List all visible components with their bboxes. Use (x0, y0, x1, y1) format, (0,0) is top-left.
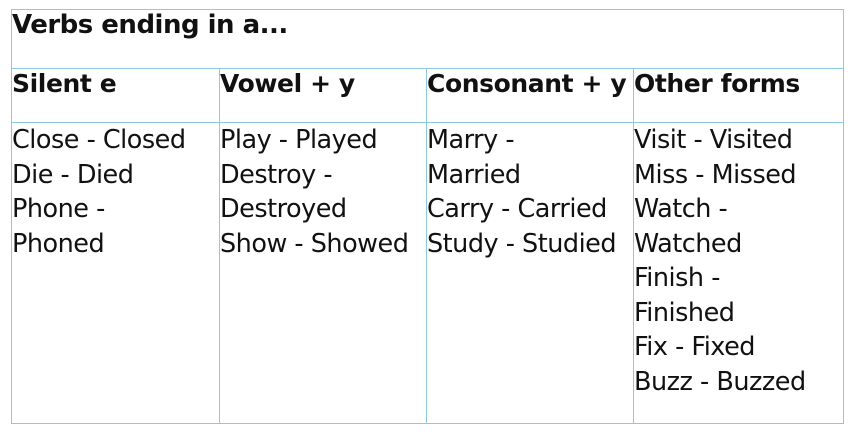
verb-line: Carry - Carried (427, 194, 607, 224)
silent-e-cell: Close - Closed Die - Died Phone - Phoned (11, 122, 220, 424)
verb-line: Phone - (12, 194, 105, 224)
verb-line: Phoned (12, 228, 105, 259)
vowel-y-cell: Play - Played Destroy - Destroyed Show -… (219, 122, 427, 424)
verb-line: Destroy - (220, 159, 333, 190)
verb-line: Watched (634, 228, 742, 259)
verb-line: Married (427, 159, 521, 190)
header-consonant-y: Consonant + y (426, 68, 634, 123)
verb-line: Marry - (427, 125, 515, 155)
verb-line: Die - Died (12, 159, 134, 190)
table-title: Verbs ending in a... (10, 9, 845, 69)
verb-line: Show - Showed (220, 228, 409, 259)
verb-line: Finish - (634, 263, 720, 293)
verb-line: Fix - Fixed (634, 332, 755, 362)
header-row: Silent e Vowel + y Consonant + y Other f… (11, 68, 845, 123)
verb-line: Visit - Visited (634, 125, 793, 155)
verb-line: Watch - (634, 194, 728, 224)
verb-line: Miss - Missed (634, 159, 797, 190)
consonant-y-cell: Marry - Married Carry - Carried Study - … (426, 122, 634, 424)
verb-endings-table: Verbs ending in a... Silent e Vowel + y … (10, 9, 845, 424)
other-forms-cell: Visit - Visited Miss - Missed Watch - Wa… (632, 122, 845, 424)
verb-line: Play - Played (220, 125, 378, 155)
header-silent-e: Silent e (11, 68, 220, 123)
title-row: Verbs ending in a... (10, 9, 845, 69)
verb-line: Finished (634, 297, 735, 328)
header-other-forms: Other forms (632, 68, 845, 123)
verb-line: Close - Closed (12, 125, 186, 155)
verb-line: Study - Studied (427, 228, 617, 259)
header-vowel-y: Vowel + y (219, 68, 427, 123)
body-row: Close - Closed Die - Died Phone - Phoned… (11, 122, 845, 424)
verb-line: Destroyed (220, 194, 347, 224)
verb-line: Buzz - Buzzed (634, 366, 806, 397)
